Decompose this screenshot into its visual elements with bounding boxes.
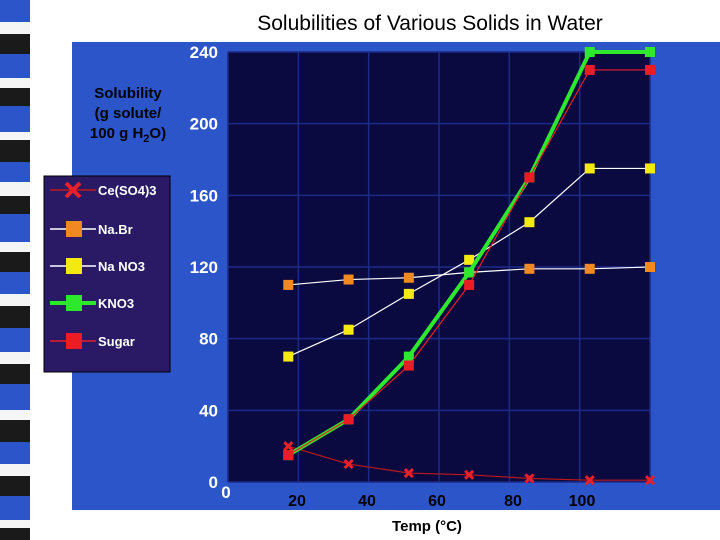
y-tick-label: 0 [209,473,218,492]
legend-label: Na.Br [98,222,133,237]
legend-marker [64,181,82,199]
y-axis-label-line-2: (g solute/ [94,105,162,122]
strip-block [0,162,30,182]
data-point [343,274,354,285]
data-point [644,475,656,486]
data-point [403,351,414,362]
legend-marker [66,258,82,274]
data-point [343,459,354,470]
decorative-strip [0,0,30,540]
data-point [283,450,294,461]
slide-title: Solubilities of Various Solids in Water [257,12,603,35]
data-point [283,279,294,290]
data-point [283,441,294,452]
data-point [464,279,475,290]
strip-block [0,182,30,196]
strip-block [0,306,30,328]
strip-block [0,34,30,54]
strip-block [0,520,30,528]
x-axis-label: Temp (°C) [392,518,462,535]
data-point [524,473,535,484]
strip-block [0,528,30,540]
strip-block [0,352,30,364]
data-point [645,262,655,272]
strip-block [0,496,30,520]
data-point [403,360,414,371]
y-tick-label: 120 [190,258,218,277]
data-point [584,163,595,174]
data-point [464,267,475,278]
x-tick-label: 80 [504,493,522,510]
y-tick-label: 200 [190,115,218,134]
data-point [645,47,655,57]
legend-box [43,175,171,373]
strip-block [0,140,30,162]
y-tick-label: 40 [199,401,218,420]
strip-block [0,464,30,476]
data-point [403,272,414,283]
strip-block [0,214,30,242]
strip-block [0,420,30,442]
data-point [524,172,535,183]
data-point [645,163,655,174]
data-point [524,263,535,274]
data-point [343,414,354,425]
legend-label: Ce(SO4)3 [98,183,157,198]
y-axis-label-unit: 100 g H [89,125,144,142]
strip-block [0,22,30,34]
strip-block [0,252,30,272]
strip-block [0,54,30,78]
y-axis-label-subscript: 2 [143,133,150,145]
strip-block [0,88,30,106]
data-point [584,64,595,75]
legend-marker [66,295,82,311]
data-point [343,324,354,335]
data-point [584,263,595,274]
y-axis-label-line-1: Solubility [94,85,162,102]
legend-marker [66,333,82,349]
x-tick-label: 0 [221,483,230,502]
strip-block [0,272,30,294]
data-point [403,288,414,299]
data-point [464,254,475,265]
data-point [584,47,595,57]
strip-block [0,242,30,252]
legend-label: KNO3 [98,296,134,311]
strip-block [0,410,30,420]
strip-block [0,442,30,464]
x-tick-label: 60 [428,493,446,510]
strip-block [0,132,30,140]
data-point [645,64,655,75]
legend-marker [66,221,82,237]
strip-block [0,328,30,352]
strip-block [0,78,30,88]
strip-block [0,106,30,132]
y-axis-label-close: O) [149,125,167,142]
strip-block [0,0,30,22]
x-tick-label: 40 [358,493,376,510]
y-tick-label: 80 [199,330,218,349]
strip-block [0,294,30,306]
x-tick-label: 100 [569,493,596,510]
x-tick-label: 20 [288,493,306,510]
legend-label: Sugar [98,334,135,349]
data-point [283,351,294,362]
legend-label: Na NO3 [98,259,145,274]
strip-block [0,476,30,496]
data-point [584,475,595,486]
y-tick-label: 240 [190,43,218,62]
strip-block [0,196,30,214]
data-point [403,467,414,479]
strip-block [0,384,30,410]
y-axis-label-line-3: 100 g H2O) [72,124,184,149]
strip-block [0,364,30,384]
y-tick-label: 160 [190,186,218,205]
y-axis-label: Solubility (g solute/ 100 g H2O) [72,84,184,149]
data-point [464,469,475,480]
data-point [524,217,535,228]
